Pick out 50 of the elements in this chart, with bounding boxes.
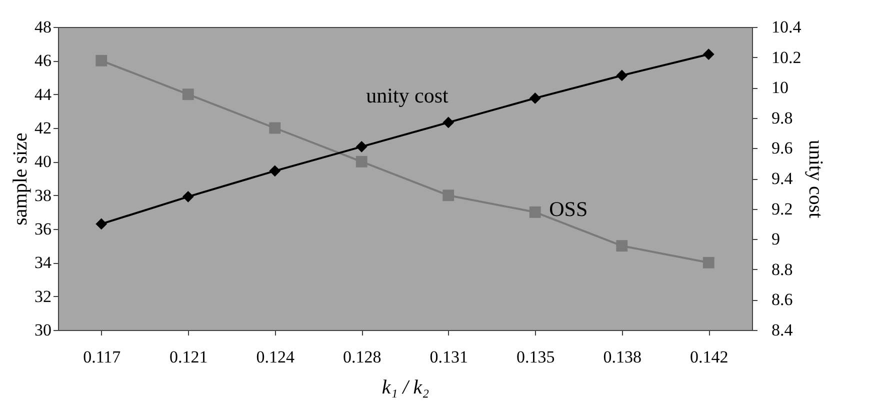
y-tick-label: 44 [34,84,52,104]
point [442,190,454,202]
y-tick-label: 34 [34,253,52,272]
x-tick-label: 0.128 [343,348,382,366]
point [702,48,714,60]
point [269,165,281,177]
series-label: OSS [549,197,588,222]
point [529,92,541,104]
y-tick-label: 48 [34,18,52,36]
x-tick-label: 0.138 [603,348,642,366]
y-tick-label: 40 [34,152,52,172]
y-tick-label: 32 [34,286,52,306]
y2-tick-label: 9.6 [772,138,793,158]
y-tick-label: 30 [34,320,52,340]
point [616,240,628,252]
point [616,70,628,82]
x-tick-label: 0.142 [690,348,728,366]
y2-tick-label: 9.8 [772,108,793,128]
series-label: unity cost [366,83,449,108]
y2-tick-label: 8.4 [772,320,794,340]
y-tick-label: 46 [34,51,52,70]
point [442,116,454,128]
x-axis-title: k₁ / k₂ [382,376,430,398]
y2-tick-label: 9.2 [772,199,793,218]
point [702,256,714,268]
x-tick-label: 0.131 [430,348,468,366]
point [182,190,194,202]
point [356,156,368,168]
y2-tick-label: 8.6 [772,290,793,310]
point [269,122,281,134]
y-tick-label: 38 [34,186,52,205]
x-tick-label: 0.124 [256,348,295,366]
point [96,218,108,230]
point [182,88,194,100]
x-tick-label: 0.117 [83,348,122,366]
y-tick-label: 36 [34,220,52,238]
point [529,206,541,218]
y2-tick-label: 9 [772,230,780,249]
y2-tick-label: 9.4 [772,169,794,188]
y2-tick-label: 10 [772,78,788,98]
x-tick-label: 0.135 [516,348,555,366]
point [96,54,108,66]
y-axis-title: sample size [10,132,32,226]
point [356,140,368,152]
y2-tick-label: 10.4 [772,18,802,36]
x-tick-label: 0.121 [170,348,208,366]
y2-tick-label: 10.2 [772,48,802,67]
y2-tick-label: 8.8 [772,260,793,279]
y2-axis-title: unity cost [804,140,826,219]
y-tick-label: 42 [34,118,52,138]
